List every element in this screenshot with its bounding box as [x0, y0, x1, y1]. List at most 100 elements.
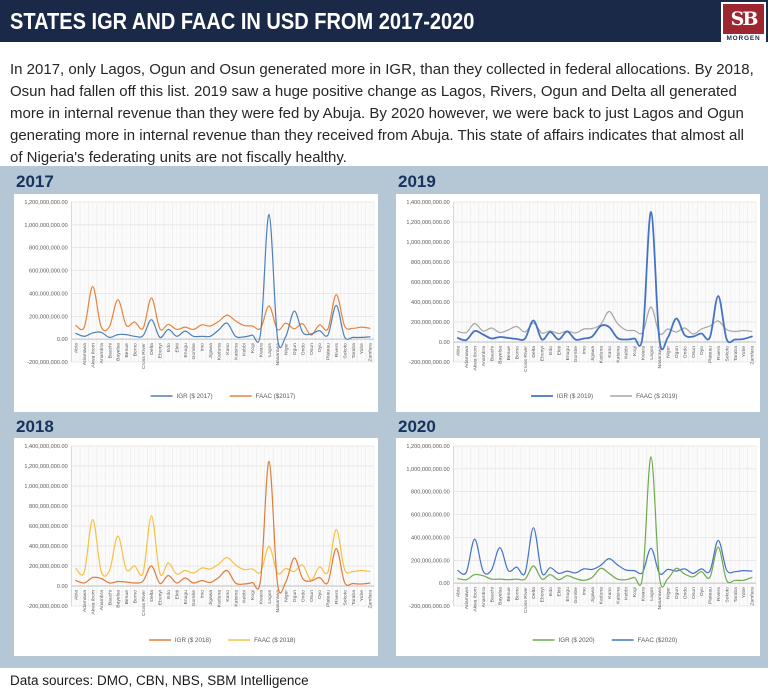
x-tick-label: Bayelsa [498, 345, 504, 363]
footer: Data sources: DMO, CBN, NBS, SBM Intelli… [0, 668, 768, 693]
x-tick-label: Sokoto [342, 590, 348, 606]
x-tick-label: Sokoto [724, 587, 730, 603]
x-tick-label: Kebbi [242, 590, 248, 603]
x-tick-label: Kogi [250, 343, 256, 353]
y-tick-label: 1,000,000,000.00 [24, 484, 67, 490]
x-tick-label: Osun [691, 345, 697, 357]
x-tick-label: Kano [607, 587, 613, 599]
chart-2018-svg: -200,000,000.00 0.00 200,000,000.00 400,000… [24, 444, 375, 644]
x-tick-label: Plateau [326, 343, 332, 360]
x-tick-label: Benue [506, 587, 512, 602]
page-title: STATES IGR AND FAAC IN USD FROM 2017-202… [10, 7, 475, 34]
y-tick-label: 400,000,000.00 [29, 291, 68, 297]
x-tick-label: Sokoto [342, 343, 348, 359]
x-tick-label: Cross River [523, 587, 529, 613]
x-tick-label: Bauchi [107, 590, 113, 605]
y-tick-label: 400,000,000.00 [29, 544, 68, 550]
sbm-logo-mark: SB [723, 4, 764, 34]
x-tick-label: Bauchi [107, 343, 113, 358]
x-tick-label: Imo [200, 343, 206, 352]
x-tick-label: Ebonyi [540, 587, 546, 602]
chart-title-2020: 2020 [398, 416, 436, 436]
x-tick-label: Katsina [233, 590, 239, 607]
x-tick-label: Abia [456, 345, 462, 355]
x-tick-label: Borno [132, 343, 138, 357]
x-tick-label: Taraba [351, 343, 357, 358]
x-tick-label: Nasarawa [657, 587, 663, 610]
x-tick-label: Kano [607, 345, 613, 357]
x-tick-label: Yobe [359, 343, 365, 354]
x-tick-label: Rivers [334, 342, 340, 357]
x-tick-label: Ondo [682, 345, 688, 357]
x-tick-label: Sokoto [724, 345, 730, 361]
x-tick-label: Kaduna [216, 590, 222, 607]
y-tick-label: 800,000,000.00 [29, 504, 68, 510]
x-tick-label: Jigawa [590, 345, 596, 361]
igr-line [456, 210, 753, 350]
x-tick-label: Kaduna [598, 345, 604, 362]
x-tick-label: Kwara [640, 587, 646, 601]
x-tick-label: Osun [691, 587, 697, 599]
y-tick-label: 0.00 [439, 340, 450, 346]
y-tick-label: 1,200,000,000.00 [406, 444, 449, 450]
x-tick-label: Nasarawa [657, 345, 663, 368]
y-tick-label: 200,000,000.00 [411, 559, 450, 565]
x-tick-label: Akwa Ibom [90, 343, 96, 368]
x-tick-label: Kwara [258, 343, 264, 357]
y-tick-label: 200,000,000.00 [29, 564, 68, 570]
x-tick-label: Ogun [674, 587, 680, 599]
x-tick-label: Abia [456, 587, 462, 597]
chart-panel-2020: -200,000,000.00 0.00 200,000,000.00 400,000… [396, 438, 760, 657]
legend-label: IGR ($ 2020) [559, 637, 595, 644]
x-tick-label: Adamawa [82, 590, 88, 612]
x-tick-label: Edo [548, 345, 554, 354]
x-tick-label: Kebbi [624, 587, 630, 600]
x-tick-label: Anambra [481, 345, 487, 365]
x-tick-label: Ondo [300, 343, 306, 355]
x-tick-label: Lagos [649, 345, 655, 359]
x-tick-label: Nasarawa [275, 590, 281, 613]
chart-2017-svg: -200,000,000.00 0.00 200,000,000.00 400,000… [24, 200, 375, 400]
y-tick-label: 1,400,000,000.00 [406, 200, 449, 206]
x-tick-label: Akwa Ibom [472, 346, 478, 371]
x-tick-label: Osun [309, 343, 315, 355]
x-tick-label: Bayelsa [116, 343, 122, 361]
x-tick-label: Bayelsa [116, 590, 122, 608]
y-tick-label: -200,000,000.00 [409, 604, 450, 610]
x-tick-label: Yobe [741, 345, 747, 356]
x-tick-label: Imo [582, 587, 588, 596]
x-tick-label: Rivers [334, 590, 340, 605]
x-tick-label: Edo [166, 343, 172, 352]
x-tick-label: Gombe [573, 587, 579, 604]
x-tick-label: Kano [225, 590, 231, 602]
legend-label: IGR ($ 2017) [177, 393, 213, 400]
sbm-logo: SB MORGEN [721, 2, 766, 43]
faac-line [457, 527, 753, 576]
x-tick-label: Jigawa [208, 590, 214, 606]
x-tick-label: Gombe [573, 345, 579, 362]
chart-title-2018: 2018 [16, 416, 54, 436]
x-tick-label: Ogun [292, 343, 298, 355]
x-tick-label: Taraba [733, 587, 739, 602]
x-tick-label: Adamawa [82, 343, 88, 365]
legend-label: FAAC ($2017) [256, 393, 296, 400]
igr-line [75, 461, 371, 594]
x-tick-label: Taraba [733, 345, 739, 360]
x-tick-label: Enugu [565, 345, 571, 360]
x-tick-label: Bayelsa [498, 587, 504, 605]
x-tick-label: Zamfara [368, 343, 374, 362]
x-tick-label: Osun [309, 590, 315, 602]
y-tick-label: 800,000,000.00 [411, 260, 450, 266]
x-tick-label: Oyo [699, 587, 705, 596]
y-tick-label: 1,000,000,000.00 [24, 223, 67, 229]
intro-paragraph: In 2017, only Lagos, Ogun and Osun gener… [10, 61, 754, 167]
x-tick-label: Delta [149, 343, 155, 355]
x-tick-label: Yobe [359, 590, 365, 601]
y-tick-label: 1,200,000,000.00 [406, 220, 449, 226]
x-tick-label: Plateau [708, 345, 714, 362]
x-tick-label: Anambra [99, 590, 105, 610]
x-tick-label: Kebbi [624, 346, 630, 359]
x-tick-label: Ebonyi [158, 343, 164, 358]
x-tick-label: Borno [514, 345, 520, 359]
